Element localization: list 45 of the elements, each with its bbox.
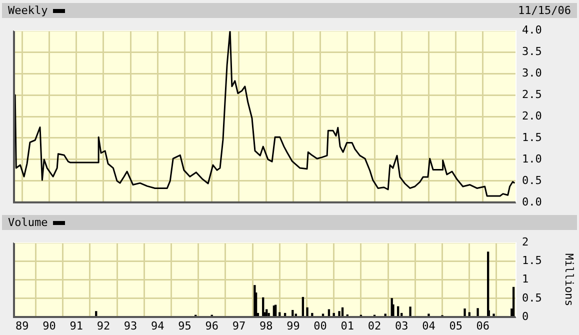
- y-tick-label: 1.0: [522, 152, 542, 166]
- x-tick-label: 03: [394, 319, 408, 332]
- y-tick-label: 3.5: [522, 44, 542, 58]
- y-tick-label: 0.5: [522, 174, 542, 187]
- bar: [492, 314, 495, 317]
- x-tick-label: 92: [96, 319, 110, 332]
- y-tick-label: 1: [522, 272, 529, 286]
- y-tick-label: 0.0: [522, 195, 542, 208]
- bar: [464, 308, 466, 317]
- x-tick-label: 91: [70, 319, 83, 332]
- y-tick-label: 1.5: [522, 130, 542, 144]
- x-tick-label: 93: [124, 319, 138, 332]
- bar: [512, 286, 515, 317]
- x-tick-label: 90: [42, 319, 56, 332]
- x-tick-label: 02: [368, 319, 382, 332]
- bar: [338, 311, 340, 317]
- y-tick-label: 3.0: [522, 66, 542, 80]
- legend-label: Weekly: [8, 4, 48, 17]
- x-tick-label: 98: [259, 319, 273, 332]
- bar: [409, 306, 412, 317]
- y-axis-title: Millions: [562, 253, 576, 306]
- x-tick-label: 96: [205, 319, 218, 332]
- x-tick-label: 01: [340, 319, 354, 332]
- y-tick-label: 4.0: [522, 23, 542, 36]
- x-tick-label: 89: [16, 319, 29, 332]
- y-tick-label: 2: [522, 235, 529, 248]
- bar: [476, 308, 479, 317]
- x-tick-label: 06: [476, 319, 490, 332]
- legend-label: Volume: [8, 216, 48, 229]
- x-tick-label: 95: [178, 319, 192, 332]
- x-tick-label: 00: [314, 319, 327, 332]
- y-tick-label: 2.0: [522, 109, 542, 122]
- x-tick-label: 99: [286, 319, 300, 332]
- text: 11/15/06: [518, 3, 571, 18]
- bar: [306, 307, 308, 317]
- bar: [428, 314, 430, 317]
- y-tick-label: 0: [522, 310, 529, 323]
- x-tick-label: 94: [151, 319, 165, 332]
- y-tick-label: 0.5: [522, 291, 542, 304]
- x-tick-label: 05: [449, 319, 462, 332]
- x-tick-label: 04: [422, 319, 436, 332]
- y-tick-label: 1.5: [522, 254, 542, 268]
- y-tick-label: 2.5: [522, 88, 542, 101]
- bar: [268, 312, 270, 317]
- x-tick-label: 97: [232, 319, 246, 332]
